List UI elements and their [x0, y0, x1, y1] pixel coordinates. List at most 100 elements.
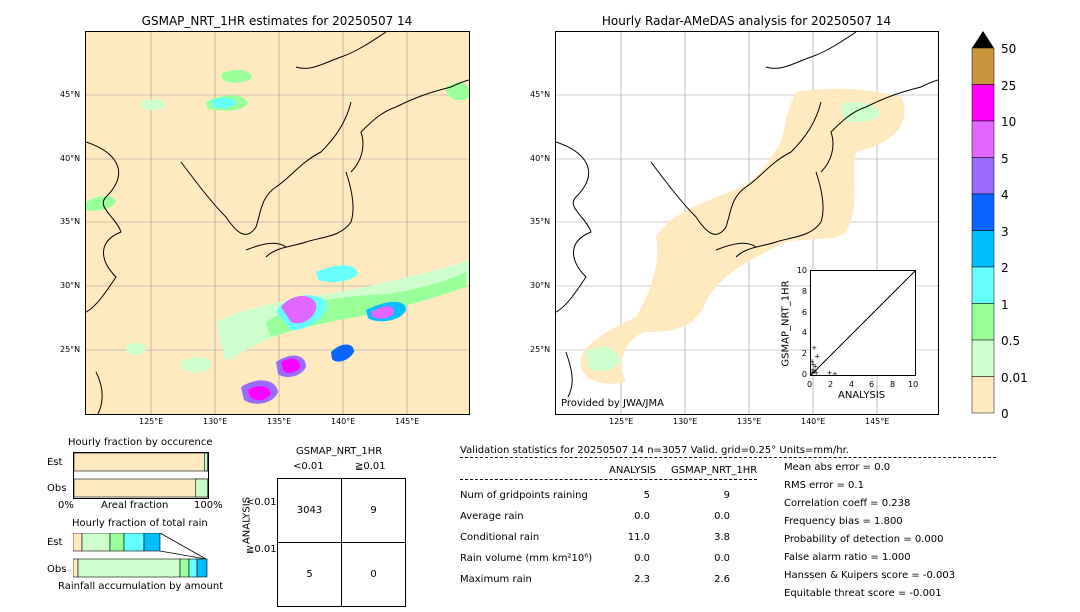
scatter-point: + [827, 369, 833, 375]
scatter-ytick: 6 [801, 308, 807, 317]
left-lat-label: 30°N [60, 281, 81, 290]
left-lon-label: 135°E [267, 417, 292, 426]
scatter-canvas: +++++++++ ++ [809, 270, 916, 378]
colorbar [971, 31, 995, 414]
occurrence-bars [73, 452, 209, 498]
stat-analysis: 0.0 [634, 553, 650, 564]
amount-row-label: Obs [47, 564, 67, 575]
score-item: RMS error = 0.1 [784, 480, 864, 491]
colorbar-label: 0.01 [1001, 371, 1028, 385]
colorbar-label: 25 [1001, 79, 1017, 93]
colorbar-segment [971, 266, 995, 304]
scatter-point: + [811, 361, 816, 369]
stat-analysis: 0.0 [634, 511, 650, 522]
scatter-ytick: 0 [801, 370, 807, 379]
stat-gsmap: 0.0 [714, 553, 730, 564]
colorbar-segment [971, 157, 995, 195]
amount-chart [72, 532, 208, 578]
occurrence-axis-right: 100% [194, 500, 223, 511]
left-lat-label: 35°N [60, 217, 81, 226]
scatter-xtick: 2 [828, 380, 834, 389]
stat-analysis: 2.3 [634, 574, 650, 585]
scatter-point: + [832, 370, 838, 375]
colorbar-segment [971, 230, 995, 268]
colorbar-segments [971, 47, 995, 414]
right-lon-label: 145°E [865, 417, 890, 426]
colorbar-segment [971, 339, 995, 377]
colorbar-segment [971, 47, 995, 85]
contingency-row-label: ≧0.01 [246, 544, 277, 555]
amount-bars [72, 532, 208, 578]
colorbar-label: 1 [1001, 298, 1009, 312]
colorbar-segment [971, 84, 995, 122]
occurrence-chart [73, 452, 209, 499]
identity-line [810, 270, 916, 376]
colorbar-segment [971, 120, 995, 158]
scatter-point: + [811, 368, 817, 375]
scatter-point: + [812, 363, 818, 371]
validation-header: Validation statistics for 20250507 14 n=… [460, 445, 849, 456]
scatter-ytick: 4 [801, 328, 807, 337]
right-map-canvas [556, 32, 938, 414]
occurrence-title: Hourly fraction by occurence [68, 437, 213, 448]
right-map-title: Hourly Radar-AMeDAS analysis for 2025050… [601, 14, 892, 28]
stat-label: Conditional rain [460, 532, 540, 543]
scatter-xtick: 10 [908, 380, 919, 389]
score-item: Hanssen & Kuipers score = -0.003 [784, 570, 956, 581]
left-lon-label: 140°E [331, 417, 356, 426]
contingency-col-label: ≧0.01 [355, 461, 386, 472]
scatter-xtick: 6 [869, 380, 875, 389]
right-coastline [556, 32, 938, 398]
colorbar-label: 3 [1001, 225, 1009, 239]
score-item: Frequency bias = 1.800 [784, 516, 903, 527]
colorbar-label: 0.5 [1001, 334, 1021, 348]
left-rain-field [86, 69, 469, 404]
scatter-ylabel: GSMAP_NRT_1HR [780, 280, 792, 367]
scatter-point: + [811, 366, 816, 374]
colorbar-segment [971, 193, 995, 231]
score-item: Mean abs error = 0.0 [784, 462, 891, 473]
stat-gsmap: 2.6 [714, 574, 730, 585]
scatter-point: + [811, 344, 817, 352]
score-list: Mean abs error = 0.0 RMS error = 0.1 Cor… [784, 462, 955, 606]
left-lat-label: 25°N [60, 345, 81, 354]
scatter-xtick: 4 [849, 380, 855, 389]
colorbar-label: 5 [1001, 152, 1009, 166]
scatter-xlabel: ANALYSIS [838, 390, 886, 401]
occurrence-bar-rain [195, 478, 209, 498]
validation-row: Conditional rain 11.0 3.8 [460, 527, 730, 548]
right-lat-label: 25°N [530, 345, 551, 354]
left-coastline [86, 32, 469, 414]
score-item: Probability of detection = 0.000 [784, 534, 944, 545]
occurrence-bar-dry [73, 452, 208, 472]
left-lat-label: 45°N [60, 90, 81, 99]
score-item: Correlation coeff = 0.238 [784, 498, 911, 509]
stat-gsmap: 0.0 [714, 511, 730, 522]
score-item: Equitable threat score = -0.001 [784, 588, 942, 599]
right-lat-label: 45°N [530, 90, 551, 99]
left-map-canvas [86, 32, 469, 414]
contingency-cell: 5 [277, 542, 342, 607]
left-lon-label: 130°E [203, 417, 228, 426]
contingency-cell: 3043 [277, 478, 342, 543]
scatter-ytick: 2 [801, 349, 807, 358]
left-lon-label: 125°E [139, 417, 164, 426]
colorbar-segment [971, 303, 995, 341]
colorbar-label: 4 [1001, 188, 1009, 202]
validation-table: Num of gridpoints raining 5 9 Average ra… [460, 485, 730, 590]
stat-label: Average rain [460, 511, 524, 522]
colorbar-label: 50 [1001, 42, 1017, 56]
left-map [85, 31, 470, 415]
right-lon-label: 140°E [801, 417, 826, 426]
occurrence-bar-rain [204, 452, 208, 472]
occurrence-row-label: Obs [47, 483, 67, 494]
stat-label: Rain volume (mm km²10⁶) [460, 553, 593, 564]
scatter-point: + [811, 357, 815, 365]
scatter-point: + [813, 369, 819, 375]
contingency-title: GSMAP_NRT_1HR [296, 446, 383, 457]
scatter-ytick: 10 [796, 266, 807, 275]
validation-col-analysis: ANALYSIS [609, 465, 657, 476]
scatter-point: + [811, 369, 815, 375]
occurrence-bar-dry [73, 478, 209, 498]
stat-gsmap: 3.8 [714, 532, 730, 543]
